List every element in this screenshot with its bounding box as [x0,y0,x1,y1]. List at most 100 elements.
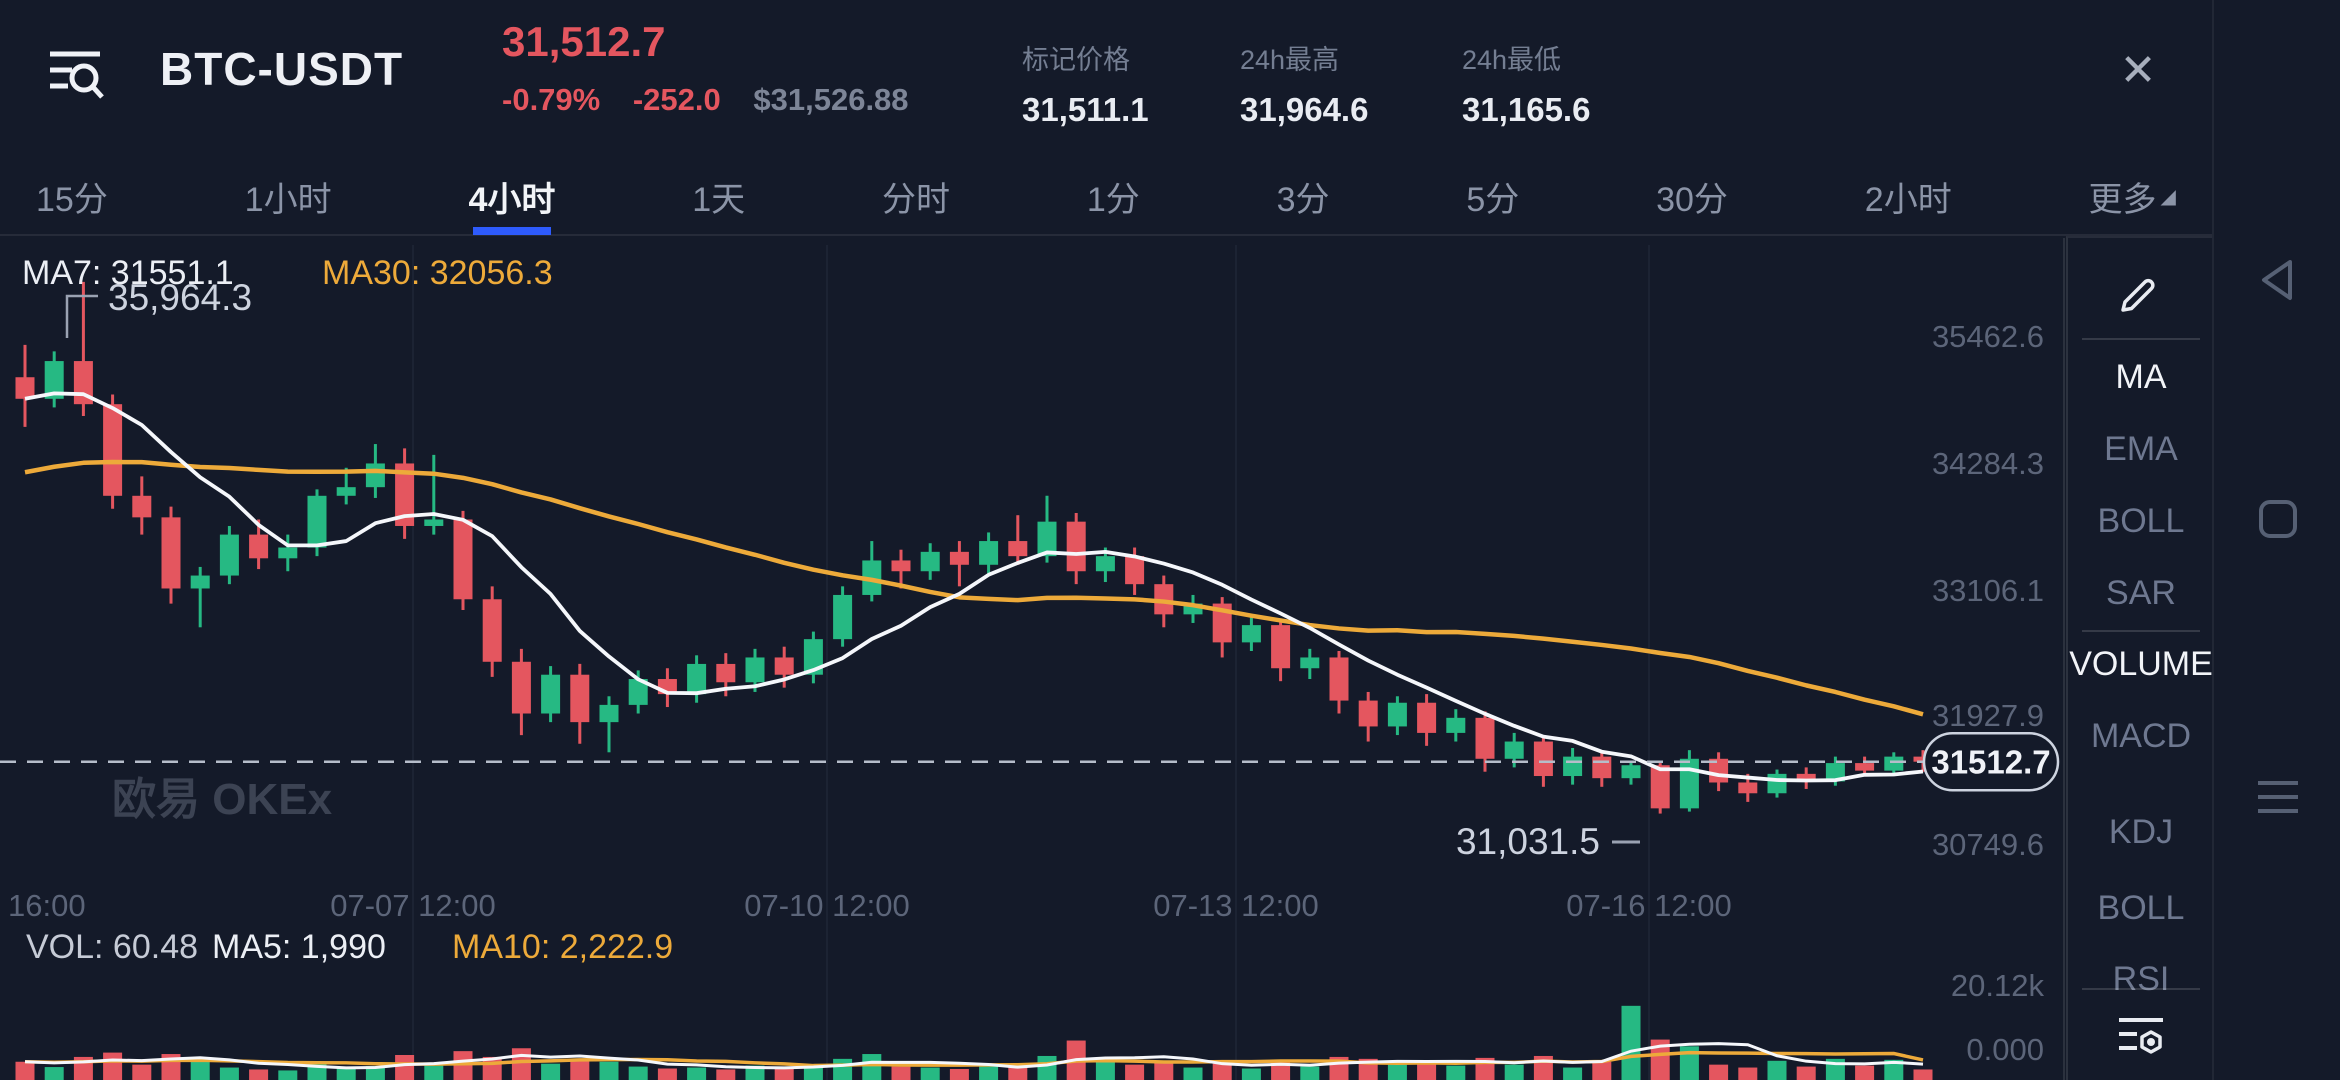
tab-1d[interactable]: 1天 [692,180,746,219]
volume-bar [453,1051,473,1080]
indicator-boll[interactable]: BOLL [2097,502,2185,540]
android-recents-button[interactable] [2252,771,2304,823]
volume-tick: 0.000 [1966,1032,2044,1067]
high-annotation: 35,964.3 [108,277,252,318]
draw-tool-button[interactable] [2115,264,2167,316]
ma30-legend: MA30: 32056.3 [322,254,553,292]
mark-price-stat: 标记价格 31,511.1 [1022,38,1252,129]
volume-bar [920,1067,940,1080]
price-change-row: -0.79% -252.0 $31,526.88 [502,82,909,118]
volume-bar [365,1066,385,1080]
volume-bar [1650,1039,1670,1080]
tab-1m[interactable]: 1分 [1086,180,1140,219]
sidebar-divider [2082,988,2200,990]
candle-body [1504,741,1524,759]
candle-body [803,639,823,675]
candle-body [833,594,853,640]
volume-bar [249,1069,269,1080]
candle-body [1884,756,1904,771]
change-percent: -0.79% [502,82,601,117]
tab-30m[interactable]: 30分 [1656,180,1728,219]
indicator-rsi[interactable]: RSI [2112,960,2170,998]
stat-value: 31,964.6 [1240,91,1369,128]
candle-body [365,463,385,488]
candle-body [1271,625,1291,669]
volume-bar [15,1061,35,1080]
volume-bar [1154,1061,1174,1080]
candle-body [1592,756,1612,779]
volume-bar [979,1065,999,1080]
candle-body [920,551,940,572]
indicator-macd[interactable]: MACD [2090,717,2192,755]
stat-label: 24h最低 [1462,45,1562,75]
indicator-volume[interactable]: VOLUME [2069,645,2213,683]
candle-body [1300,657,1320,669]
candle-body [44,361,64,399]
symbol-search-button[interactable] [46,40,106,102]
volume-bar [336,1068,356,1080]
candle-body [745,657,765,683]
indicator-kdj[interactable]: KDJ [2108,813,2174,851]
price-tick: 31927.9 [1932,698,2044,733]
last-price: 31,512.7 [502,18,666,65]
tab-2h[interactable]: 2小时 [1864,180,1952,219]
volume-bar [1212,1063,1232,1080]
candle-body [1183,603,1203,615]
symbol-title: BTC-USDT [160,43,404,95]
time-tick: 07-07 12:00 [330,888,495,923]
volume-bar [1796,1066,1816,1080]
volume-bar [1095,1060,1115,1080]
android-home-button[interactable] [2252,493,2304,545]
tab-1h[interactable]: 1小时 [244,180,332,219]
candle-body [482,599,502,662]
time-tick: 16:00 [8,888,86,923]
indicator-settings-button[interactable] [2115,1010,2167,1062]
indicator-boll-sub[interactable]: BOLL [2097,889,2185,927]
candle-body [1796,773,1816,782]
watermark: 欧易 OKEx [112,775,333,824]
volume-bar [1037,1055,1057,1080]
volume-bar [1913,1069,1933,1080]
stat-value: 31,165.6 [1462,91,1591,128]
indicator-ma[interactable]: MA [2115,358,2167,396]
candle-body [541,674,561,714]
candle-body [1066,521,1086,572]
candle-body [716,663,736,683]
current-price-pill [1922,731,2060,792]
android-back-button[interactable] [2252,254,2304,306]
indicator-ema[interactable]: EMA [2104,430,2178,468]
tab-15m[interactable]: 15分 [36,180,108,219]
volume-bar [1387,1064,1407,1080]
close-button[interactable]: ✕ [2119,45,2157,95]
high-annotation-leader [65,294,98,338]
volume-bar [687,1067,707,1080]
volume-ma5-line [24,1042,1924,1070]
volume-bar [949,1068,969,1080]
tab-4h[interactable]: 4小时 [468,157,555,235]
indicator-sar[interactable]: SAR [2106,574,2176,612]
candle-body [1738,782,1758,794]
stat-label: 标记价格 [1022,45,1130,75]
volume-bar [774,1068,794,1080]
candle-body [307,495,327,548]
vol-legend: VOL: 60.48 [26,928,198,966]
tab-time-share[interactable]: 分时 [881,180,950,219]
volume-bar [599,1061,619,1080]
candle-body [1650,765,1670,809]
time-tick: 07-10 12:00 [744,888,909,923]
volume-bar [219,1067,239,1080]
volume-bar [1008,1067,1028,1080]
candle-body [1095,556,1115,572]
volume-bar [1767,1060,1787,1080]
candle-body [949,551,969,565]
indicator-settings-icon [2119,1018,2163,1054]
volume-bar [1884,1059,1904,1080]
tab-3m[interactable]: 3分 [1276,180,1330,219]
candle-body [103,404,123,496]
tab-more[interactable]: 更多 ◢ [2088,180,2176,219]
tab-5m[interactable]: 5分 [1466,180,1520,219]
change-value: -252.0 [632,82,721,117]
candle-body [132,495,152,518]
